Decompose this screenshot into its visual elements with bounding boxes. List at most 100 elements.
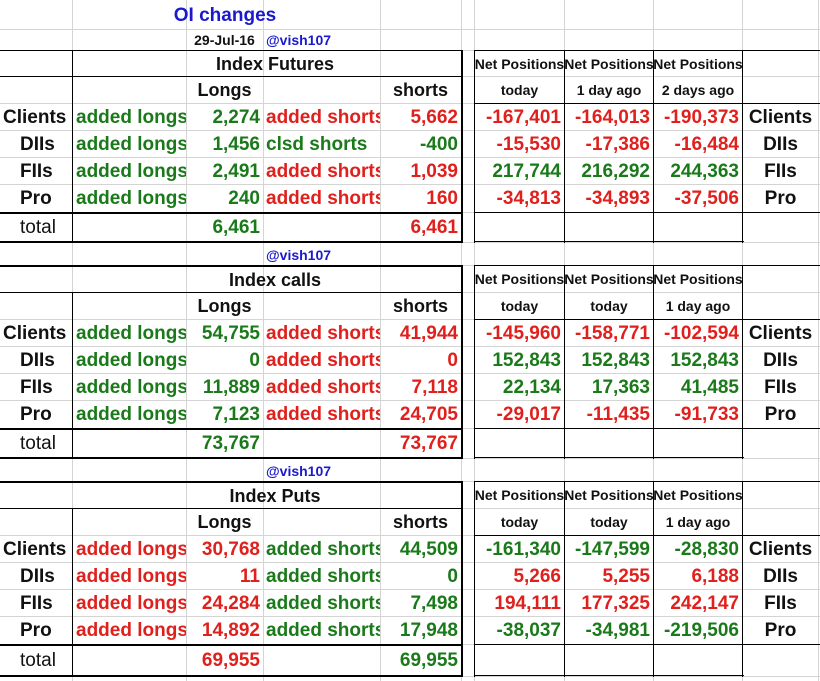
net-position-value: -102,594 [663, 322, 739, 344]
long-value: 2,274 [212, 106, 260, 128]
border [0, 508, 462, 509]
short-value: 5,662 [410, 106, 458, 128]
border [474, 644, 820, 645]
net-position-value: -38,037 [496, 620, 561, 641]
row-label-pro: Pro [20, 620, 52, 641]
border [742, 481, 743, 677]
border [653, 50, 654, 243]
np-subheader: today [500, 82, 539, 98]
net-position-value: 216,292 [581, 160, 650, 182]
short-type: added shorts [266, 538, 380, 560]
section-title: Index calls [228, 269, 322, 290]
border [742, 265, 743, 459]
np-subheader: today [590, 298, 628, 314]
net-position-value: 217,744 [492, 160, 561, 182]
net-positions-header: Net Positions [565, 271, 653, 287]
np-subheader: 1 day ago [665, 298, 731, 314]
net-position-value: -147,599 [574, 538, 650, 560]
gridline [0, 157, 820, 158]
row-label-diis: DIIs [20, 565, 55, 587]
total-label: total [20, 650, 56, 671]
net-position-value: -161,340 [485, 538, 561, 560]
total-label: total [20, 433, 56, 454]
border [0, 241, 462, 243]
gridline [263, 0, 264, 681]
total-short: 6,461 [410, 217, 458, 238]
border [0, 428, 462, 430]
net-position-value: -16,484 [674, 133, 739, 155]
gridline [0, 373, 820, 374]
np-subheader: 1 day ago [576, 82, 642, 98]
row-label-right: Pro [764, 188, 797, 209]
gridline [0, 346, 820, 347]
np-subheader: today [590, 514, 628, 530]
row-label-diis: DIIs [20, 133, 55, 155]
net-positions-header: Net Positions [475, 56, 564, 72]
border [461, 50, 463, 243]
np-subheader: 1 day ago [665, 514, 731, 530]
handle-tag: @vish107 [266, 246, 332, 263]
border [474, 241, 744, 242]
row-label-clients: Clients [3, 106, 67, 128]
long-type: added longs [76, 322, 186, 344]
short-type: added shorts [266, 592, 380, 614]
row-label-right: DIIs [763, 565, 798, 587]
border [653, 481, 654, 677]
row-label-right: Pro [764, 404, 797, 425]
border [474, 457, 744, 458]
longs-header: Longs [197, 80, 252, 100]
gridline [0, 535, 820, 536]
row-label-right: FIIs [764, 376, 797, 398]
gridline [0, 589, 820, 590]
short-type: added shorts [266, 106, 380, 128]
gridline [0, 184, 820, 185]
short-type: added shorts [266, 620, 380, 641]
net-position-value: -34,813 [496, 188, 561, 209]
net-position-value: 152,843 [492, 349, 561, 371]
row-label-fiis: FIIs [20, 376, 53, 398]
row-label-clients: Clients [3, 322, 67, 344]
border [474, 319, 820, 320]
net-position-value: 41,485 [680, 376, 739, 398]
long-type: added longs [76, 376, 186, 398]
row-label-diis: DIIs [20, 349, 55, 371]
net-position-value: 152,843 [670, 349, 739, 371]
long-type: added longs [76, 538, 186, 560]
section-title: Index Puts [229, 485, 321, 506]
long-value: 7,123 [212, 404, 260, 425]
long-type: added longs [76, 188, 186, 209]
gridline [380, 0, 381, 681]
total-long: 69,955 [201, 650, 260, 671]
border [72, 50, 73, 243]
net-position-value: -145,960 [485, 322, 561, 344]
row-label-right: Clients [748, 322, 813, 344]
net-position-value: 177,325 [581, 592, 650, 614]
row-label-pro: Pro [20, 404, 52, 425]
long-type: added longs [76, 160, 186, 182]
total-long: 73,767 [201, 433, 260, 454]
short-value: 24,705 [399, 404, 458, 425]
gridline [0, 103, 820, 104]
short-value: 0 [447, 565, 458, 587]
net-positions-header: Net Positions [565, 56, 653, 72]
np-subheader: 2 days ago [661, 82, 735, 98]
border [474, 265, 820, 266]
long-value: 1,456 [212, 133, 260, 155]
short-type: clsd shorts [266, 133, 368, 155]
long-type: added longs [76, 106, 186, 128]
border [474, 212, 820, 213]
sheet-title: OI changes [173, 4, 277, 26]
long-value: 24,284 [201, 592, 260, 614]
row-label-clients: Clients [3, 538, 67, 560]
short-type: added shorts [266, 349, 380, 371]
shorts-header: shorts [392, 512, 448, 532]
border [474, 265, 475, 459]
net-position-value: 22,134 [502, 376, 561, 398]
border [474, 50, 475, 243]
short-value: 17,948 [399, 620, 458, 641]
border [0, 481, 462, 483]
short-value: 7,498 [410, 592, 458, 614]
row-label-right: FIIs [764, 592, 797, 614]
long-value: 54,755 [201, 322, 260, 344]
